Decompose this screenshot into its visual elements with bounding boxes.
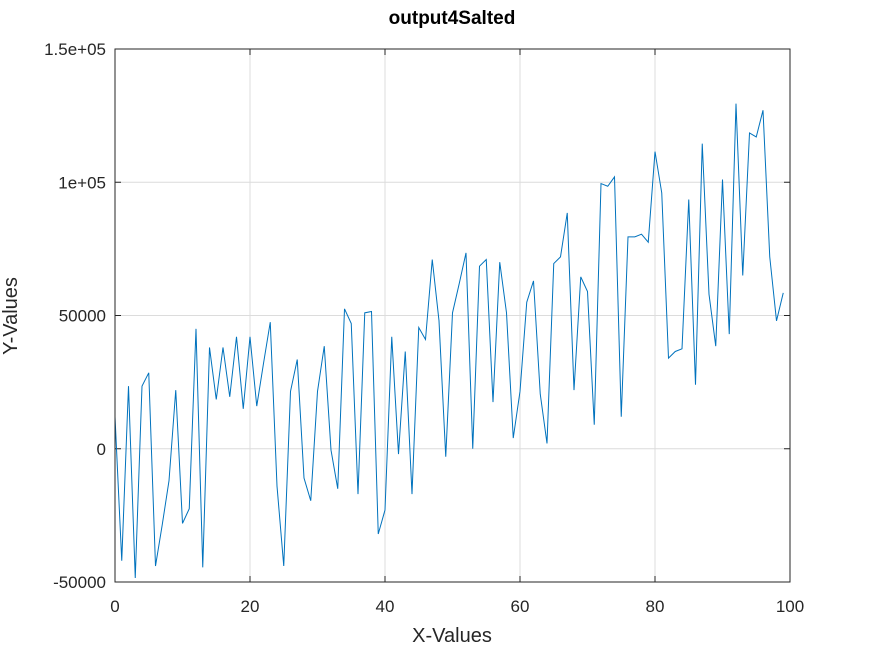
x-tick-label: 80 [646, 597, 665, 616]
y-tick-labels: -50000 0 50000 1e+05 1.5e+05 [44, 40, 106, 592]
y-tick-label: 1e+05 [58, 173, 106, 192]
x-axis-label: X-Values [412, 625, 492, 647]
x-tick-label: 0 [110, 597, 119, 616]
y-tick-label: 0 [97, 440, 106, 459]
x-tick-label: 60 [511, 597, 530, 616]
series-line [114, 103, 784, 579]
y-tick-label: 1.5e+05 [44, 40, 106, 59]
chart-title: output4Salted [389, 8, 516, 29]
x-tick-label: 40 [376, 597, 395, 616]
axes-frame [114, 48, 791, 583]
x-tick-label: 20 [241, 597, 260, 616]
y-tick-label: -50000 [53, 573, 106, 592]
x-tick-label: 100 [776, 597, 804, 616]
x-tick-labels: 0 20 40 60 80 100 [110, 597, 804, 616]
y-tick-label: 50000 [59, 307, 106, 326]
y-axis-label: Y-Values [0, 277, 22, 355]
